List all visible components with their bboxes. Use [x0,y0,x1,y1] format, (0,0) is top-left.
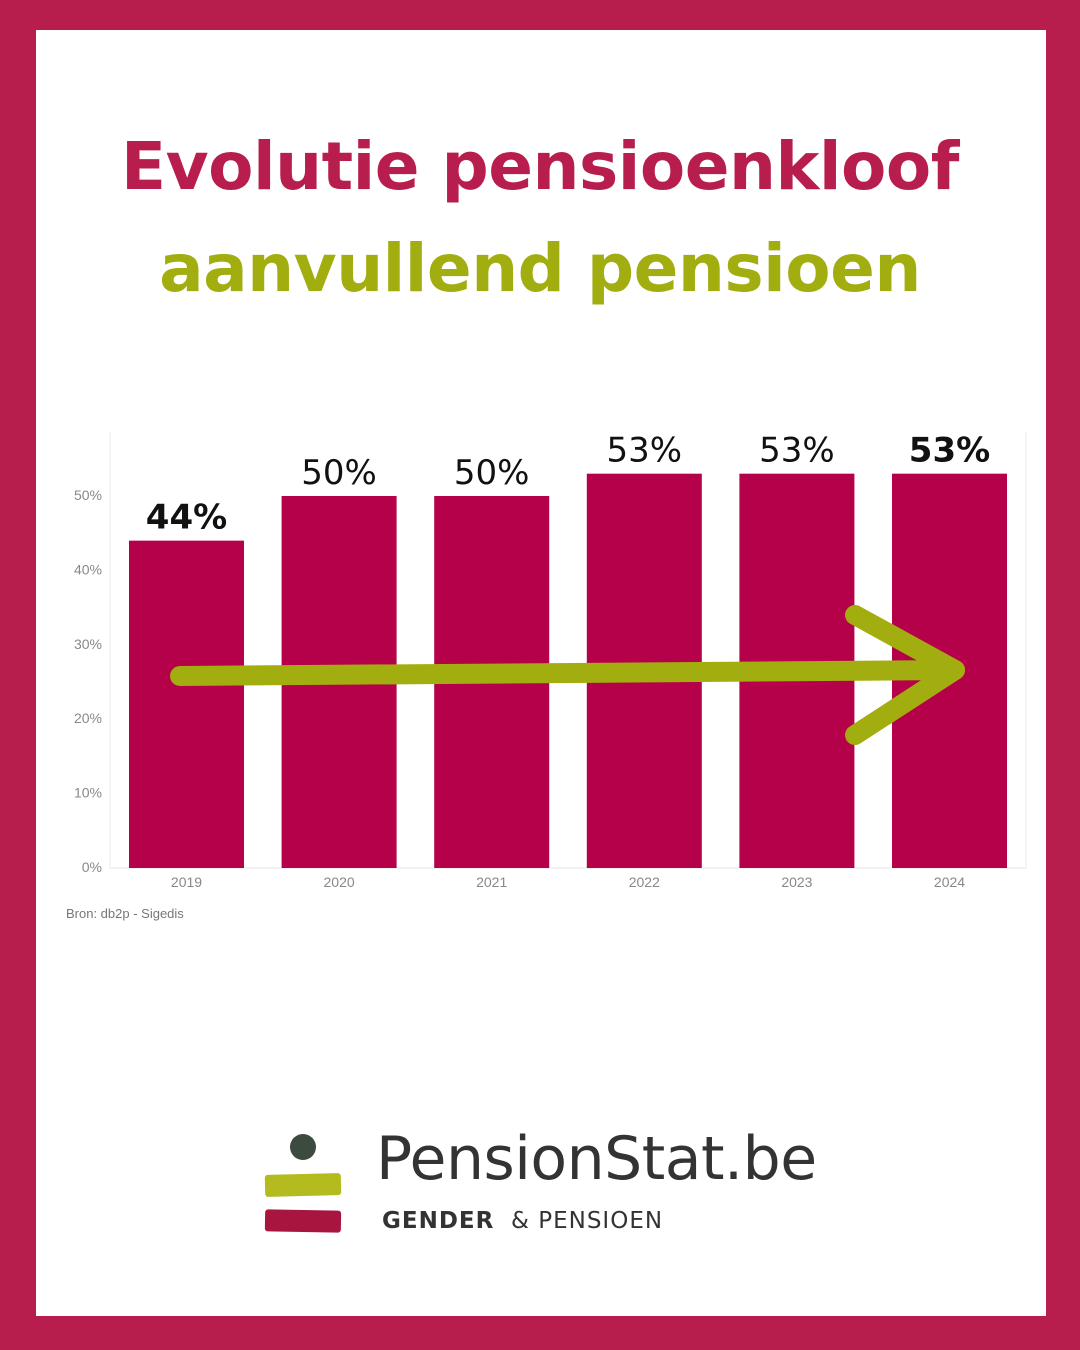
bar-2019 [129,540,244,868]
y-tick-40: 40% [74,561,102,577]
tagline-rest: & PENSIOEN [510,1208,664,1234]
x-tick-2023: 2023 [781,874,812,890]
x-tick-2020: 2020 [324,874,355,890]
source-note: Bron: db2p - Sigedis [66,906,184,921]
logo-bar-green [264,1173,342,1197]
logo-bar-red [264,1209,342,1233]
data-label-2024: 53% [909,431,990,471]
title-line-2: aanvullend pensioen [159,230,921,307]
y-tick-50: 50% [74,487,102,503]
brand-name: PensionStat.be [376,1124,817,1194]
data-label-2020: 50% [301,453,377,493]
x-tick-2024: 2024 [934,874,965,890]
data-label-2021: 50% [454,453,530,493]
chart-tick-labels: 2019 2020 2021 2022 2023 2024 0% 10% 20% 30% 40% 50… [74,487,965,890]
trend-arrow [170,605,965,745]
trend-arrow-head [845,605,965,745]
brand-tagline: GENDER & PENSIOEN [382,1208,663,1234]
title-line-1: Evolutie pensioenkloof [121,128,959,205]
chart-axes [109,432,1027,869]
y-tick-0: 0% [82,859,102,875]
y-tick-30: 30% [74,636,102,652]
y-tick-10: 10% [74,785,102,801]
tagline-bold: GENDER [382,1208,495,1234]
x-tick-2021: 2021 [476,874,507,890]
x-tick-2022: 2022 [629,874,660,890]
logo-dot [290,1134,316,1160]
data-label-2022: 53% [607,431,683,471]
data-label-2023: 53% [759,431,835,471]
chart-data-labels: 44% 50% 50% 53% 53% 53% [146,431,990,538]
trend-arrow-shaft [170,660,965,686]
data-label-2019: 44% [146,498,227,538]
y-tick-20: 20% [74,710,102,726]
x-tick-2019: 2019 [171,874,202,890]
